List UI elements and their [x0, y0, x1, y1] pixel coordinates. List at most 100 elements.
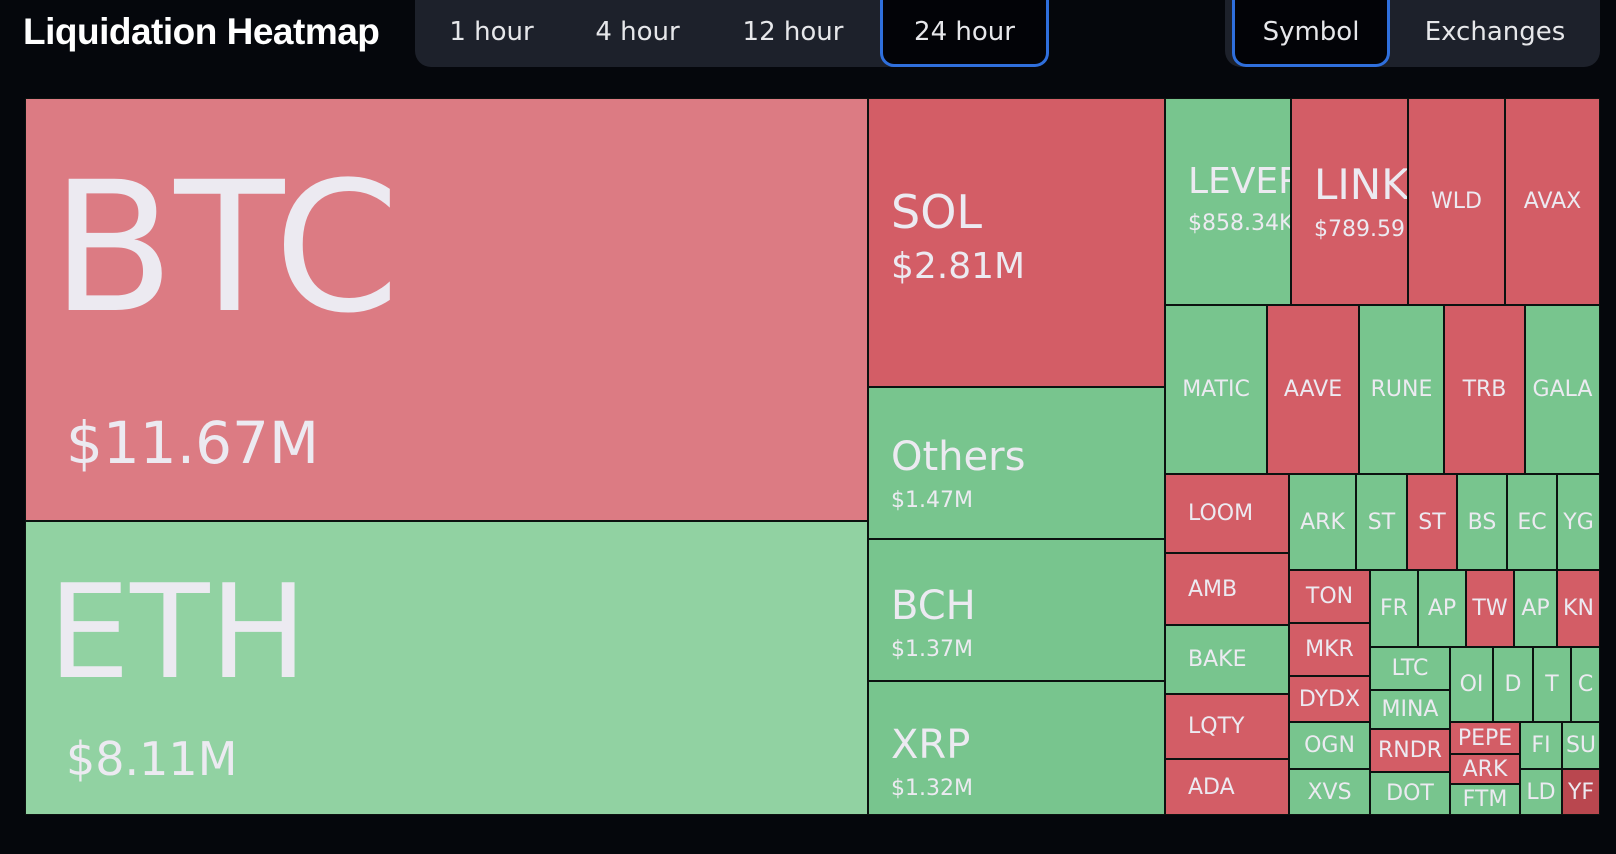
- cell-symbol: MKR: [1305, 637, 1354, 662]
- treemap-cell-ec[interactable]: EC: [1507, 474, 1557, 570]
- treemap-cell-ap[interactable]: AP: [1514, 570, 1557, 647]
- treemap-cell-aave[interactable]: AAVE: [1267, 305, 1359, 474]
- cell-symbol: BAKE: [1188, 647, 1247, 672]
- treemap-cell-ap[interactable]: AP: [1418, 570, 1466, 647]
- treemap-cell-dot[interactable]: DOT: [1370, 772, 1450, 815]
- cell-symbol: LINK: [1314, 160, 1408, 209]
- cell-liquidation-value: $1.47M: [891, 488, 973, 513]
- treemap-cell-su[interactable]: SU: [1562, 722, 1600, 769]
- treemap-cell-mina[interactable]: MINA: [1370, 690, 1450, 729]
- treemap-cell-bch[interactable]: BCH $1.37M: [868, 539, 1165, 681]
- cell-liquidation-value: $1.32M: [891, 776, 973, 801]
- treemap-cell-ton[interactable]: TON: [1289, 570, 1370, 623]
- treemap-cell-ogn[interactable]: OGN: [1289, 722, 1370, 769]
- treemap-cell-t[interactable]: T: [1533, 647, 1571, 722]
- treemap-cell-ltc[interactable]: LTC: [1370, 647, 1450, 690]
- cell-symbol: PEPE: [1457, 725, 1513, 751]
- cell-liquidation-value: $8.11M: [66, 732, 238, 786]
- cell-symbol: BCH: [891, 583, 976, 629]
- treemap-cell-loom[interactable]: LOOM: [1165, 474, 1289, 553]
- treemap-cell-xvs[interactable]: XVS: [1289, 769, 1370, 815]
- treemap-cell-yg[interactable]: YG: [1557, 474, 1600, 570]
- liquidation-treemap: BTC $11.67M ETH $8.11M SOL $2.81M Others $1.47M…: [25, 98, 1600, 815]
- cell-symbol: WLD: [1431, 189, 1482, 214]
- cell-symbol: TRB: [1462, 377, 1507, 402]
- tab-4-hour[interactable]: 4 hour: [595, 17, 680, 47]
- treemap-cell-ark[interactable]: ARK: [1289, 474, 1356, 570]
- cell-symbol: AMB: [1188, 576, 1238, 602]
- treemap-cell-btc[interactable]: BTC $11.67M: [25, 98, 868, 521]
- treemap-cell-ftm[interactable]: FTM: [1450, 784, 1520, 815]
- treemap-cell-fr[interactable]: FR: [1370, 570, 1418, 647]
- treemap-cell-trb[interactable]: TRB: [1444, 305, 1525, 474]
- cell-liquidation-value: $858.34K: [1188, 211, 1291, 236]
- cell-symbol: XRP: [891, 722, 971, 768]
- treemap-cell-ada[interactable]: ADA: [1165, 759, 1289, 815]
- cell-symbol: YG: [1563, 509, 1594, 535]
- treemap-cell-rndr[interactable]: RNDR: [1370, 729, 1450, 772]
- cell-symbol: ARK: [1462, 756, 1508, 782]
- treemap-cell-others[interactable]: Others $1.47M: [868, 387, 1165, 539]
- treemap-cell-rune[interactable]: RUNE: [1359, 305, 1444, 474]
- treemap-cell-xrp[interactable]: XRP $1.32M: [868, 681, 1165, 815]
- cell-symbol: XVS: [1307, 779, 1352, 805]
- tab-12-hour[interactable]: 12 hour: [742, 17, 844, 47]
- cell-symbol: ETH: [48, 556, 308, 708]
- cell-symbol: AP: [1521, 596, 1550, 621]
- cell-symbol: LEVER: [1188, 161, 1290, 202]
- cell-symbol: EC: [1517, 509, 1547, 535]
- treemap-cell-fi[interactable]: FI: [1520, 722, 1562, 769]
- page-title: Liquidation Heatmap: [23, 11, 380, 52]
- cell-symbol: SU: [1565, 733, 1597, 758]
- cell-symbol: AP: [1427, 596, 1457, 621]
- tab-1-hour[interactable]: 1 hour: [449, 17, 534, 47]
- cell-symbol: LD: [1526, 779, 1556, 805]
- cell-symbol: TW: [1472, 596, 1508, 621]
- treemap-cell-ark[interactable]: ARK: [1450, 754, 1520, 784]
- treemap-cell-bake[interactable]: BAKE: [1165, 625, 1289, 694]
- treemap-cell-amb[interactable]: AMB: [1165, 553, 1289, 625]
- cell-symbol: FTM: [1462, 787, 1508, 812]
- treemap-cell-st[interactable]: ST: [1356, 474, 1407, 570]
- tab-exchanges[interactable]: Exchanges: [1424, 17, 1566, 47]
- cell-symbol: ST: [1367, 509, 1396, 535]
- treemap-cell-dydx[interactable]: DYDX: [1289, 676, 1370, 722]
- cell-symbol: MATIC: [1182, 377, 1250, 402]
- treemap-cell-matic[interactable]: MATIC: [1165, 305, 1267, 474]
- treemap-cell-bs[interactable]: BS: [1457, 474, 1507, 570]
- treemap-cell-st[interactable]: ST: [1407, 474, 1457, 570]
- treemap-cell-lever[interactable]: LEVER $858.34K: [1165, 98, 1291, 305]
- treemap-cell-sol[interactable]: SOL $2.81M: [868, 98, 1165, 387]
- cell-symbol: FI: [1531, 733, 1551, 758]
- cell-symbol: OGN: [1304, 733, 1355, 758]
- cell-symbol: MINA: [1381, 697, 1439, 722]
- cell-symbol: LTC: [1391, 656, 1429, 681]
- treemap-cell-tw[interactable]: TW: [1466, 570, 1514, 647]
- cell-symbol: T: [1545, 672, 1559, 697]
- cell-liquidation-value: $789.59K: [1314, 217, 1407, 242]
- treemap-cell-d[interactable]: D: [1493, 647, 1533, 722]
- treemap-cell-link[interactable]: LINK $789.59K: [1291, 98, 1408, 305]
- treemap-cell-avax[interactable]: AVAX: [1505, 98, 1600, 305]
- treemap-cell-ld[interactable]: LD: [1520, 769, 1562, 815]
- view-mode-tabs: Symbol Exchanges: [1225, 0, 1600, 67]
- treemap-cell-wld[interactable]: WLD: [1408, 98, 1505, 305]
- treemap-cell-kn[interactable]: KN: [1557, 570, 1600, 647]
- cell-symbol: ARK: [1300, 509, 1345, 535]
- cell-symbol: AVAX: [1523, 189, 1582, 214]
- treemap-cell-lqty[interactable]: LQTY: [1165, 694, 1289, 759]
- tab-24-hour[interactable]: 24 hour: [880, 0, 1049, 67]
- tab-symbol[interactable]: Symbol: [1232, 0, 1390, 67]
- cell-liquidation-value: $11.67M: [66, 409, 319, 477]
- cell-symbol: DYDX: [1298, 686, 1361, 712]
- treemap-cell-eth[interactable]: ETH $8.11M: [25, 521, 868, 815]
- cell-symbol: D: [1504, 672, 1522, 697]
- cell-symbol: DOT: [1386, 781, 1434, 806]
- treemap-cell-pepe[interactable]: PEPE: [1450, 722, 1520, 754]
- treemap-cell-gala[interactable]: GALA: [1525, 305, 1600, 474]
- treemap-cell-yf[interactable]: YF: [1562, 769, 1600, 815]
- treemap-cell-oi[interactable]: OI: [1450, 647, 1493, 722]
- treemap-cell-c[interactable]: C: [1571, 647, 1600, 722]
- cell-symbol: Others: [891, 434, 1026, 480]
- treemap-cell-mkr[interactable]: MKR: [1289, 623, 1370, 676]
